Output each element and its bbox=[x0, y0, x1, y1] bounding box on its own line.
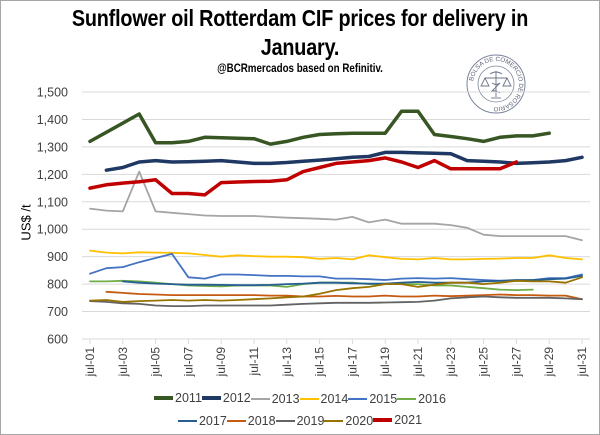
legend-item-2017: 2017 bbox=[177, 414, 227, 428]
legend-swatch bbox=[299, 398, 319, 400]
series-line-2020 bbox=[89, 276, 583, 303]
legend-item-2019: 2019 bbox=[275, 414, 325, 428]
legend-label: 2014 bbox=[320, 392, 349, 406]
legend-label: 2012 bbox=[222, 391, 251, 405]
legend-item-2015: 2015 bbox=[348, 392, 397, 406]
legend-label: 2020 bbox=[345, 414, 374, 428]
legend-swatch bbox=[154, 396, 174, 400]
legend-swatch bbox=[373, 418, 393, 422]
legend-item-2011: 2011 bbox=[154, 391, 202, 405]
legend-label: 2019 bbox=[296, 414, 325, 428]
x-tick-label: jul-11 bbox=[247, 347, 261, 377]
series-line-2014 bbox=[89, 249, 583, 261]
y-tick-label: 1,000 bbox=[37, 223, 68, 237]
scales-caduceus-icon bbox=[480, 71, 512, 99]
legend-item-2021: 2021 bbox=[373, 413, 422, 427]
x-tick-label: jul-01 bbox=[83, 347, 97, 378]
legend-label: 2018 bbox=[247, 414, 276, 428]
legend-item-2020: 2020 bbox=[324, 414, 373, 428]
y-tick-label: 1,200 bbox=[37, 168, 68, 182]
legend-swatch bbox=[348, 398, 368, 400]
chart-title-line-1: Sunflower oil Rotterdam CIF prices for d… bbox=[71, 5, 529, 31]
legend-label: 2016 bbox=[418, 392, 446, 406]
x-axis: jul-01 jul-03 jul-05 jul-07 jul-09 jul-11 jul-… bbox=[82, 338, 590, 378]
x-tick-label: jul-09 bbox=[214, 347, 228, 378]
legend-row-2: 2017 2018 2019 2020 2021 bbox=[0, 411, 600, 428]
x-tick-label: jul-03 bbox=[116, 347, 130, 378]
legend-swatch bbox=[250, 398, 270, 400]
legend-swatch bbox=[397, 398, 417, 400]
legend-row-1: 2011 2012 2013 2014 2015 2016 bbox=[0, 389, 600, 406]
series-line-2013 bbox=[89, 170, 583, 242]
series-line-2012 bbox=[104, 150, 584, 172]
y-tick-label: 800 bbox=[47, 278, 68, 292]
legend-swatch bbox=[226, 420, 246, 422]
chart-subtitle: @BCRmercados based on Refinitiv. bbox=[217, 63, 383, 75]
bcr-logo-seal: BOLSA DE COMERCIO DE ROSARIO bbox=[466, 54, 526, 114]
x-tick-label: jul-13 bbox=[280, 347, 294, 378]
series-line-2018 bbox=[105, 290, 583, 301]
y-tick-label: 1,500 bbox=[37, 86, 68, 100]
x-tick-label: jul-29 bbox=[542, 347, 556, 378]
legend-swatch bbox=[275, 420, 295, 422]
series-line-2011 bbox=[88, 109, 551, 146]
series-line-2017 bbox=[121, 274, 583, 287]
x-tick-label: jul-25 bbox=[477, 347, 491, 378]
legend-swatch bbox=[201, 396, 221, 400]
y-tick-label: 700 bbox=[47, 305, 68, 319]
legend-item-2013: 2013 bbox=[250, 392, 300, 406]
legend-label: 2015 bbox=[369, 392, 398, 406]
x-tick-label: jul-07 bbox=[181, 347, 195, 378]
x-tick-label: jul-21 bbox=[411, 347, 425, 378]
legend-swatch bbox=[177, 420, 197, 422]
series-line-2019 bbox=[89, 295, 583, 308]
legend-item-2012: 2012 bbox=[201, 391, 251, 405]
x-tick-label: jul-31 bbox=[575, 347, 589, 378]
legend-label: 2013 bbox=[271, 392, 300, 406]
y-axis-ticks: 600 700 800 900 1,000 1,100 1,200 1,300 1,400 1,5… bbox=[37, 86, 68, 347]
legend-swatch bbox=[324, 420, 344, 422]
x-tick-label: jul-17 bbox=[345, 347, 359, 378]
legend-item-2018: 2018 bbox=[226, 414, 276, 428]
chart-title-line-2: January. bbox=[260, 34, 340, 60]
y-tick-label: 900 bbox=[47, 250, 68, 264]
x-tick-label: jul-15 bbox=[313, 347, 327, 378]
y-tick-label: 1,300 bbox=[37, 140, 68, 154]
x-tick-label: jul-27 bbox=[509, 347, 523, 378]
x-tick-label: jul-23 bbox=[444, 347, 458, 378]
x-tick-label: jul-05 bbox=[149, 347, 163, 378]
legend-item-2016: 2016 bbox=[397, 392, 446, 406]
chart-title: Sunflower oil Rotterdam CIF prices for d… bbox=[42, 4, 558, 62]
x-tick-label: jul-19 bbox=[378, 347, 392, 378]
y-tick-label: 600 bbox=[47, 333, 68, 347]
legend-label: 2017 bbox=[198, 414, 227, 428]
legend-item-2014: 2014 bbox=[299, 392, 349, 406]
series-lines bbox=[88, 109, 584, 308]
legend-label: 2021 bbox=[394, 413, 423, 427]
legend-label: 2011 bbox=[175, 391, 202, 405]
y-tick-label: 1,100 bbox=[37, 195, 68, 209]
y-tick-label: 1,400 bbox=[37, 113, 68, 127]
series-line-2021 bbox=[88, 156, 519, 197]
